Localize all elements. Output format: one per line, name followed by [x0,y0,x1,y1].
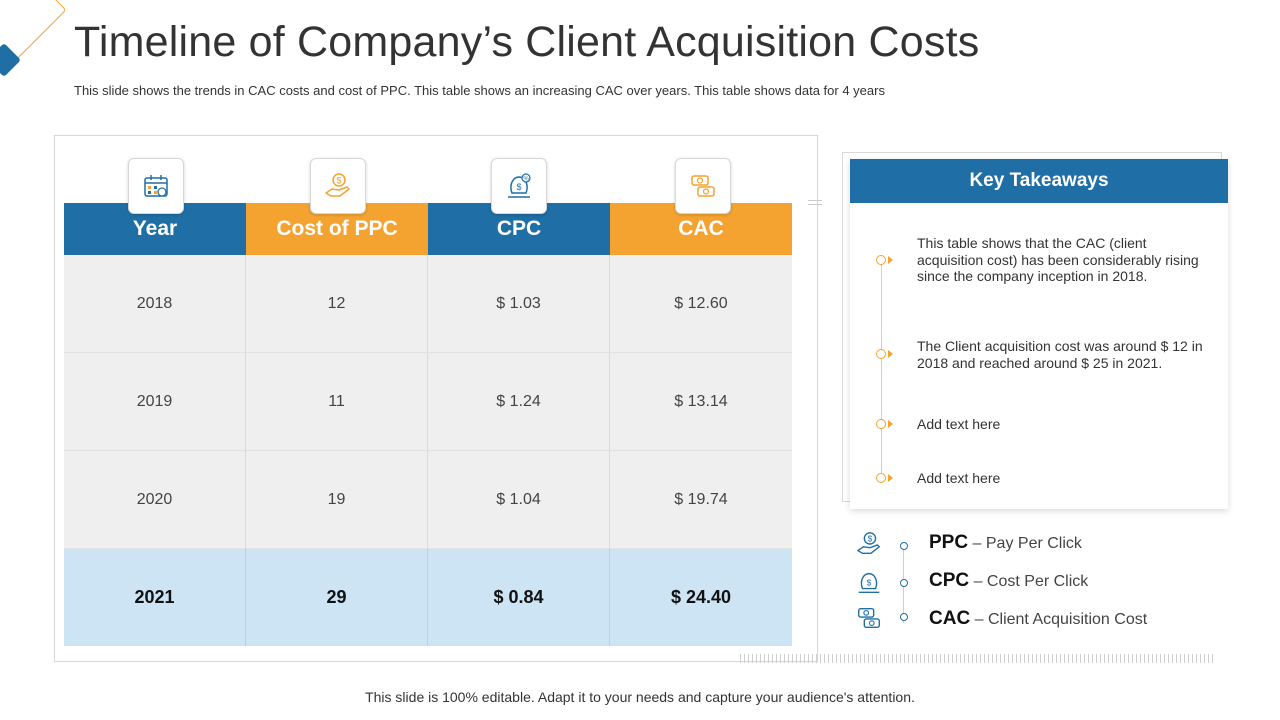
money-exchange-icon [855,604,883,637]
table-column-cpc: CPC $ 1.03 $ 1.24 $ 1.04 $ 0.84 [428,203,610,646]
table-cell: $ 1.24 [428,353,610,451]
table-cell-highlight: $ 0.84 [428,549,610,646]
takeaway-item: This table shows that the CAC (client ac… [917,235,1199,284]
table-cell: $ 1.03 [428,255,610,353]
decorative-tick [808,204,822,205]
legend-abbr: CAC [929,608,971,629]
takeaway-item: Add text here [917,470,1001,486]
key-takeaways-title: Key Takeaways [850,159,1228,203]
table-cell: 2019 [64,353,246,451]
legend-text: PPC – Pay Per Click [929,532,1082,554]
footer-note: This slide is 100% editable. Adapt it to… [365,689,915,705]
timeline-dot [876,419,886,429]
arrow-icon [888,420,893,428]
table-cell: 11 [246,353,428,451]
svg-text:$: $ [516,182,521,192]
table-cell: 2020 [64,451,246,549]
timeline-dot [876,349,886,359]
table-column-cost-of-ppc: Cost of PPC 12 11 19 29 [246,203,428,646]
table-cell: 12 [246,255,428,353]
money-bag-icon: $ [855,568,883,601]
money-exchange-icon [675,158,731,214]
legend-text: CPC – Cost Per Click [929,570,1088,592]
table-cell-highlight: 2021 [64,549,246,646]
hand-coin-icon: $ [855,530,883,563]
money-bag-icon: $ % [491,158,547,214]
legend-abbr: CPC [929,570,970,591]
table-cell: 19 [246,451,428,549]
legend-dot [900,579,908,587]
legend-desc: – Pay Per Click [972,535,1082,552]
takeaway-item: Add text here [917,416,1001,432]
table-cell-highlight: 29 [246,549,428,646]
svg-text:$: $ [868,534,873,544]
table-cell: $ 12.60 [610,255,792,353]
legend-desc: – Cost Per Click [973,573,1089,590]
legend-text: CAC – Client Acquisition Cost [929,608,1147,630]
timeline-dot [876,473,886,483]
calendar-icon [128,158,184,214]
hand-coin-icon: $ [310,158,366,214]
legend-dot [900,542,908,550]
arrow-icon [888,256,893,264]
legend-dot [900,613,908,621]
svg-text:$: $ [867,578,872,588]
table-cell-highlight: $ 24.40 [610,549,792,646]
legend-desc: – Client Acquisition Cost [974,611,1148,628]
key-takeaways-card: Key Takeaways This table shows that the … [850,159,1228,509]
table-cell: $ 19.74 [610,451,792,549]
arrow-icon [888,350,893,358]
takeaway-item: The Client acquisition cost was around $… [917,338,1203,371]
table-cell: $ 13.14 [610,353,792,451]
arrow-icon [888,474,893,482]
legend-abbr: PPC [929,532,969,553]
page-subtitle: This slide shows the trends in CAC costs… [74,83,885,98]
table-cell: $ 1.04 [428,451,610,549]
page-title: Timeline of Company’s Client Acquisition… [74,18,980,66]
timeline-line [881,259,882,481]
decorative-dash-strip [740,654,1215,663]
svg-text:%: % [523,177,529,183]
svg-text:$: $ [336,176,341,186]
timeline-dot [876,255,886,265]
decorative-tick [808,200,822,201]
table-column-cac: CAC $ 12.60 $ 13.14 $ 19.74 $ 24.40 [610,203,792,646]
table-cell: 2018 [64,255,246,353]
table-column-year: Year 2018 2019 2020 2021 [64,203,246,646]
